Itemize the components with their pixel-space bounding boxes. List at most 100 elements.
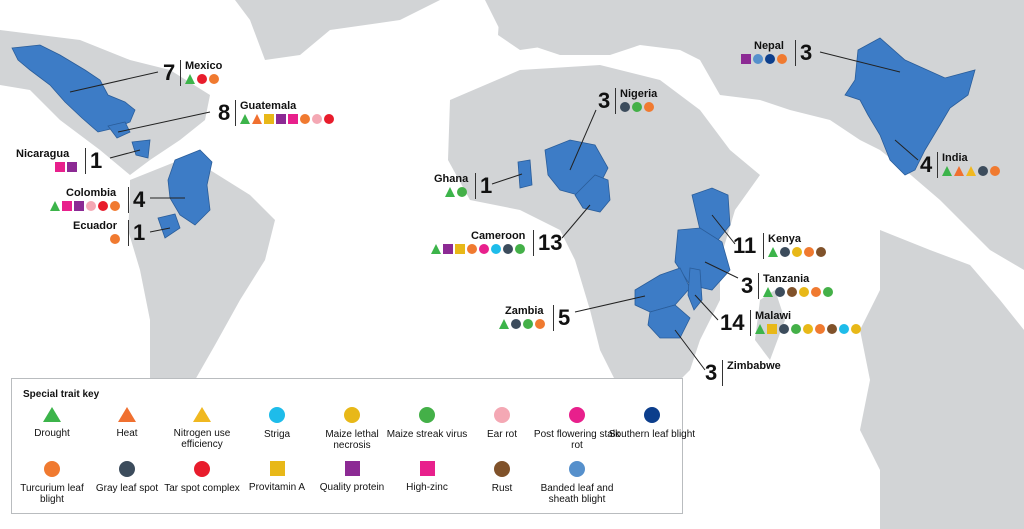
country-tanzania [674,227,731,291]
key-item-label: High-zinc [406,482,448,493]
country-ghana [517,159,533,189]
trait-icons-malawi [755,324,861,334]
tlb-icon [804,247,814,257]
drought-icon [755,324,765,334]
separator [235,100,236,126]
drought-icon [431,244,441,254]
key-item: Drought [7,407,97,439]
drought-icon [445,187,455,197]
special-trait-key: Special trait key Drought Heat Nitrogen us… [11,378,695,514]
name-tanzania: Tanzania [763,273,810,285]
separator [85,148,86,174]
gls-icon [503,244,513,254]
name-ecuador: Ecuador [73,220,118,232]
rust-icon [494,461,510,477]
key-item: Southern leaf blight [607,407,697,440]
trait-icons-ecuador [110,234,120,244]
tlb-icon [209,74,219,84]
trait-icons-zambia [499,319,545,329]
key-item-label: Turcurium leaf blight [20,483,84,505]
name-mexico: Mexico [185,60,223,72]
pfsr-icon [479,244,489,254]
slb-icon [765,54,775,64]
key-item: Turcurium leaf blight [7,461,97,505]
ear-rot-icon [86,201,96,211]
drought-icon [499,319,509,329]
key-item: Nitrogen use efficiency [157,407,247,450]
striga-icon [491,244,501,254]
pfsr-icon [569,407,585,423]
key-item: Maize lethal necrosis [307,407,397,451]
tsc-icon [194,461,210,477]
heat-icon [954,166,964,176]
drought-icon [240,114,250,124]
drought-icon [763,287,773,297]
striga-icon [839,324,849,334]
drought-icon [768,247,778,257]
trait-icons-kenya [768,247,826,257]
name-kenya: Kenya [768,233,802,245]
count-nicaragua: 1 [90,148,103,173]
gls-icon [978,166,988,176]
key-item-label: Quality protein [319,482,385,493]
count-malawi: 14 [720,310,745,335]
key-item-label: Post flowering stalk rot [533,429,621,451]
qpm-icon [344,461,360,476]
trait-icons-nigeria [620,102,654,112]
drought-icon [50,201,60,211]
zinc-icon [62,201,72,211]
name-india: India [942,152,968,164]
name-nigeria: Nigeria [620,88,658,100]
separator [475,173,476,199]
key-title: Special trait key [23,389,100,400]
msv-icon [457,187,467,197]
country-nicaragua [131,139,151,159]
country-zimbabwe [647,304,691,339]
blsb-icon [569,461,585,477]
key-item-label: Drought [34,428,70,439]
count-guatemala: 8 [218,100,231,125]
key-item: Quality protein [307,461,397,493]
mln-icon [799,287,809,297]
tlb-icon [644,102,654,112]
highlighted-countries [11,37,976,339]
mln-icon [344,407,360,423]
provit-a-icon [767,324,777,334]
key-item-label: Maize streak virus [386,429,468,440]
heat-icon [118,407,136,422]
trait-icons-nicaragua [55,162,77,172]
key-item: Tar spot complex [157,461,247,494]
key-item-label: Striga [263,429,291,440]
zinc-icon [419,461,435,476]
trait-icons-india [942,166,1000,176]
tlb-icon [110,234,120,244]
drought-icon [43,407,61,422]
provit-a-icon [455,244,465,254]
tlb-icon [467,244,477,254]
name-cameroon: Cameroon [471,230,526,242]
separator [795,40,796,66]
country-india [844,37,976,176]
separator [615,88,616,114]
drought-icon [185,74,195,84]
count-zambia: 5 [558,305,571,330]
gls-icon [620,102,630,112]
tsc-icon [197,74,207,84]
key-item-label: Heat [116,428,138,439]
key-item: Ear rot [457,407,547,440]
mln-icon [803,324,813,334]
count-ecuador: 1 [133,220,146,245]
separator [533,230,534,256]
tsc-icon [324,114,334,124]
key-item: Rust [457,461,547,494]
ear-rot-icon [494,407,510,423]
msv-icon [515,244,525,254]
key-item-label: Banded leaf and sheath blight [540,483,614,505]
mln-icon [792,247,802,257]
count-tanzania: 3 [741,273,754,298]
gls-icon [779,324,789,334]
msv-icon [791,324,801,334]
separator [128,187,129,213]
key-item-label: Gray leaf spot [95,483,159,494]
key-item: Banded leaf and sheath blight [532,461,622,505]
